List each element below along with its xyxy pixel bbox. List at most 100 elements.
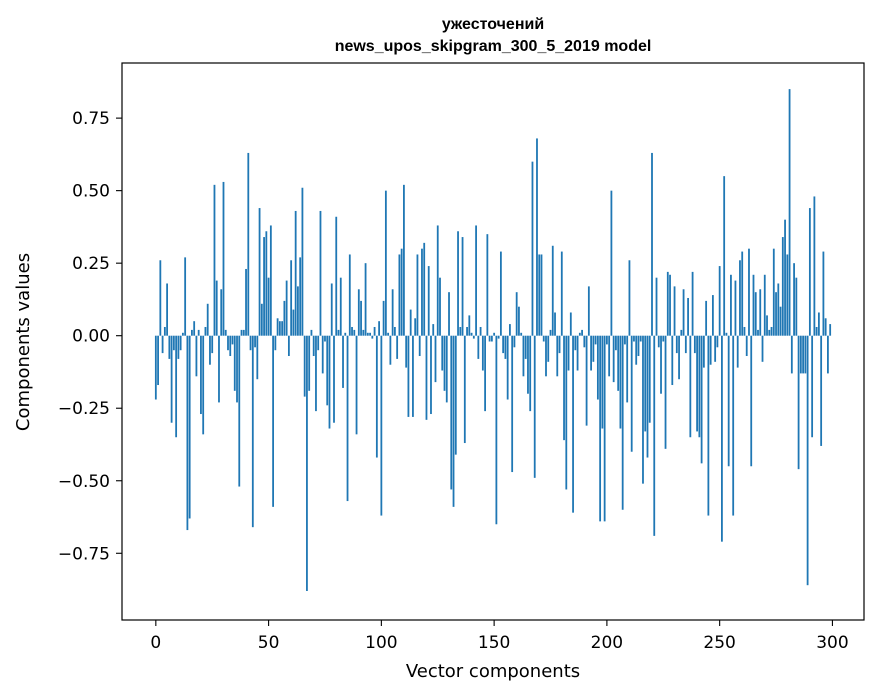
bar: [723, 176, 726, 336]
bar: [308, 335, 311, 391]
bar: [245, 268, 247, 336]
bar: [786, 254, 789, 336]
bar: [730, 274, 732, 336]
bar: [287, 335, 290, 357]
bar: [448, 292, 450, 336]
bar: [660, 335, 662, 394]
bar: [689, 335, 692, 438]
bar: [569, 312, 572, 336]
y-tick-label: 0.00: [72, 327, 110, 347]
bar: [301, 187, 304, 336]
bar: [459, 326, 462, 336]
bar: [732, 335, 735, 516]
bar: [278, 321, 281, 336]
bar: [669, 274, 671, 336]
bar: [700, 335, 703, 464]
bar: [251, 335, 254, 528]
bar: [815, 326, 818, 336]
bar: [238, 335, 241, 487]
bar: [240, 329, 243, 336]
x-tick-label: 100: [365, 633, 397, 653]
bar: [387, 332, 390, 336]
bar: [551, 245, 554, 336]
bar: [267, 277, 270, 336]
bar: [163, 326, 166, 336]
bar: [294, 210, 297, 336]
bar: [486, 234, 489, 336]
bar: [741, 251, 744, 336]
bar: [777, 283, 780, 336]
bar: [646, 335, 649, 458]
bar: [757, 329, 759, 336]
bar: [344, 332, 347, 336]
bar: [538, 254, 541, 336]
bar: [475, 225, 477, 336]
bar: [608, 335, 611, 377]
bar: [360, 300, 362, 336]
bar: [718, 266, 721, 336]
bar: [157, 335, 159, 386]
y-axis-ticks: −0.75 −0.50 −0.25 0.00 0.25 0.50 0.75: [58, 109, 122, 564]
bar: [215, 280, 218, 336]
x-tick-label: 250: [703, 633, 735, 653]
bar: [678, 335, 680, 380]
bar: [547, 335, 550, 362]
y-tick-label: −0.75: [58, 544, 110, 564]
bar: [772, 248, 775, 336]
bar: [306, 335, 308, 591]
bar: [443, 335, 446, 391]
bar: [373, 326, 376, 336]
bar: [220, 289, 223, 336]
bar: [518, 306, 520, 336]
bar: [258, 208, 261, 336]
bar: [193, 321, 196, 336]
bar: [499, 251, 502, 336]
bar: [768, 329, 771, 336]
bar: [504, 335, 507, 359]
bar: [315, 335, 317, 412]
bar: [696, 335, 698, 432]
bar: [655, 277, 658, 336]
x-tick-label: 300: [816, 633, 848, 653]
bar: [587, 286, 590, 336]
bar: [416, 254, 419, 336]
y-tick-label: 0.75: [72, 109, 110, 129]
bar: [197, 329, 200, 336]
bar: [236, 335, 238, 403]
bar: [256, 335, 259, 380]
chart-title: ужесточений: [442, 16, 544, 33]
bar: [581, 329, 583, 336]
bar: [748, 248, 750, 336]
bar: [527, 335, 529, 394]
bar: [605, 335, 608, 345]
bar: [391, 289, 394, 336]
bar: [366, 332, 369, 336]
bar: [673, 286, 676, 336]
bar: [229, 335, 232, 357]
bar: [181, 332, 184, 336]
bar: [281, 321, 284, 336]
bar: [666, 271, 669, 336]
bar: [324, 335, 326, 342]
bar: [312, 335, 315, 357]
bar: [495, 335, 498, 525]
bar: [556, 335, 559, 377]
bar: [536, 138, 538, 336]
bar: [585, 335, 588, 426]
bar: [195, 335, 198, 377]
x-tick-label: 150: [478, 633, 510, 653]
bar: [653, 335, 656, 536]
bar: [827, 335, 829, 374]
bar: [403, 184, 405, 336]
bar: [817, 312, 820, 336]
bar: [175, 335, 178, 438]
bar: [802, 335, 804, 374]
bar: [351, 326, 353, 336]
bar: [558, 335, 561, 354]
bar: [707, 335, 710, 516]
x-axis-ticks: 0 50 100 150 200 250 300: [150, 620, 849, 653]
bar: [206, 303, 209, 336]
bar: [297, 286, 299, 336]
bar: [804, 335, 807, 374]
